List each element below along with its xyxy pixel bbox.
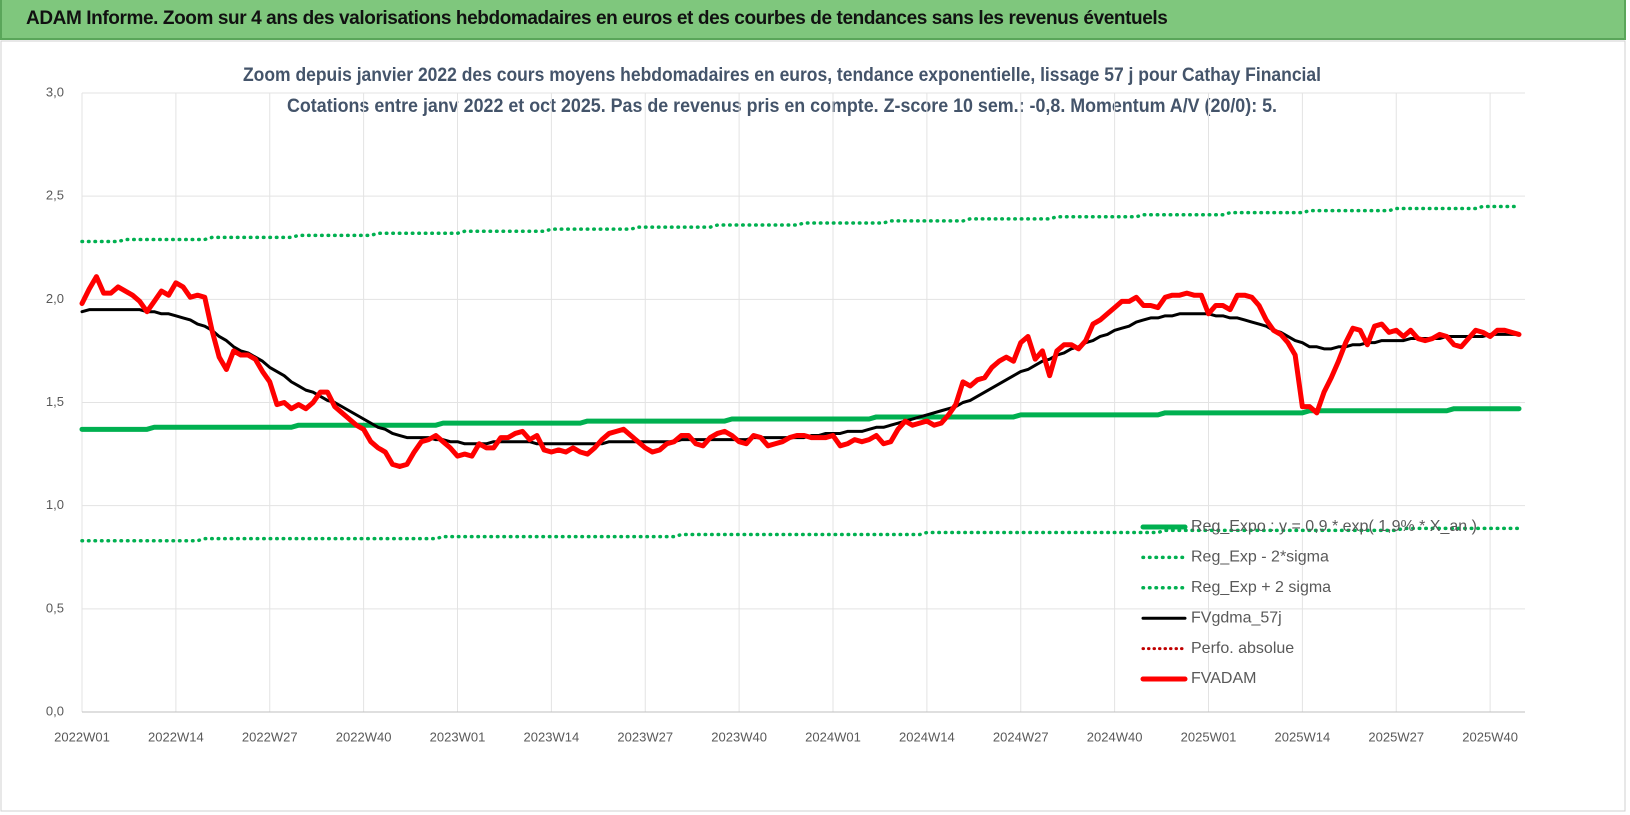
- x-tick-label: 2025W40: [1462, 729, 1518, 744]
- legend-label: Perfo. absolue: [1191, 640, 1294, 657]
- series-line: [79, 406, 1522, 432]
- header-title: ADAM Informe. Zoom sur 4 ans des valoris…: [26, 8, 1168, 29]
- series-line: [80, 526, 1521, 543]
- chart-subtitle: Cotations entre janv 2022 et oct 2025. P…: [287, 96, 1277, 117]
- legend-label: Reg_Exp + 2 sigma: [1191, 579, 1331, 596]
- x-tick-label: 2023W27: [617, 729, 673, 744]
- x-tick-label: 2022W14: [148, 729, 204, 744]
- x-tick-label: 2024W27: [993, 729, 1049, 744]
- x-tick-label: 2025W27: [1368, 729, 1424, 744]
- legend-label: Reg_Exp - 2*sigma: [1191, 549, 1329, 566]
- y-tick-label: 0,0: [46, 703, 64, 718]
- x-tick-label: 2022W40: [336, 729, 392, 744]
- x-tick-label: 2023W01: [430, 729, 486, 744]
- x-tick-label: 2025W14: [1275, 729, 1331, 744]
- x-tick-label: 2023W40: [711, 729, 767, 744]
- series-line: [80, 204, 1521, 244]
- x-tick-label: 2024W01: [805, 729, 861, 744]
- y-tick-label: 3,0: [46, 84, 64, 99]
- x-tick-label: 2024W14: [899, 729, 955, 744]
- legend-label: FVgdma_57j: [1191, 609, 1282, 626]
- x-tick-label: 2023W14: [524, 729, 580, 744]
- chart: Zoom depuis janvier 2022 des cours moyen…: [0, 40, 1626, 812]
- series-line: [79, 274, 1522, 469]
- legend-label: FVADAM: [1191, 670, 1256, 687]
- y-tick-label: 1,0: [46, 497, 64, 512]
- x-tick-label: 2025W01: [1181, 729, 1237, 744]
- y-tick-label: 1,5: [46, 394, 64, 409]
- x-tick-label: 2022W27: [242, 729, 298, 744]
- x-tick-label: 2024W40: [1087, 729, 1143, 744]
- header-bar: ADAM Informe. Zoom sur 4 ans des valoris…: [0, 0, 1626, 40]
- chart-title: Zoom depuis janvier 2022 des cours moyen…: [243, 65, 1321, 86]
- y-tick-label: 0,5: [46, 600, 64, 615]
- y-tick-label: 2,5: [46, 188, 64, 203]
- y-tick-label: 2,0: [46, 291, 64, 306]
- legend-label: Reg_Expo : y = 0,9 * exp( 1,9% * X_an ): [1191, 518, 1477, 535]
- x-tick-label: 2022W01: [54, 729, 110, 744]
